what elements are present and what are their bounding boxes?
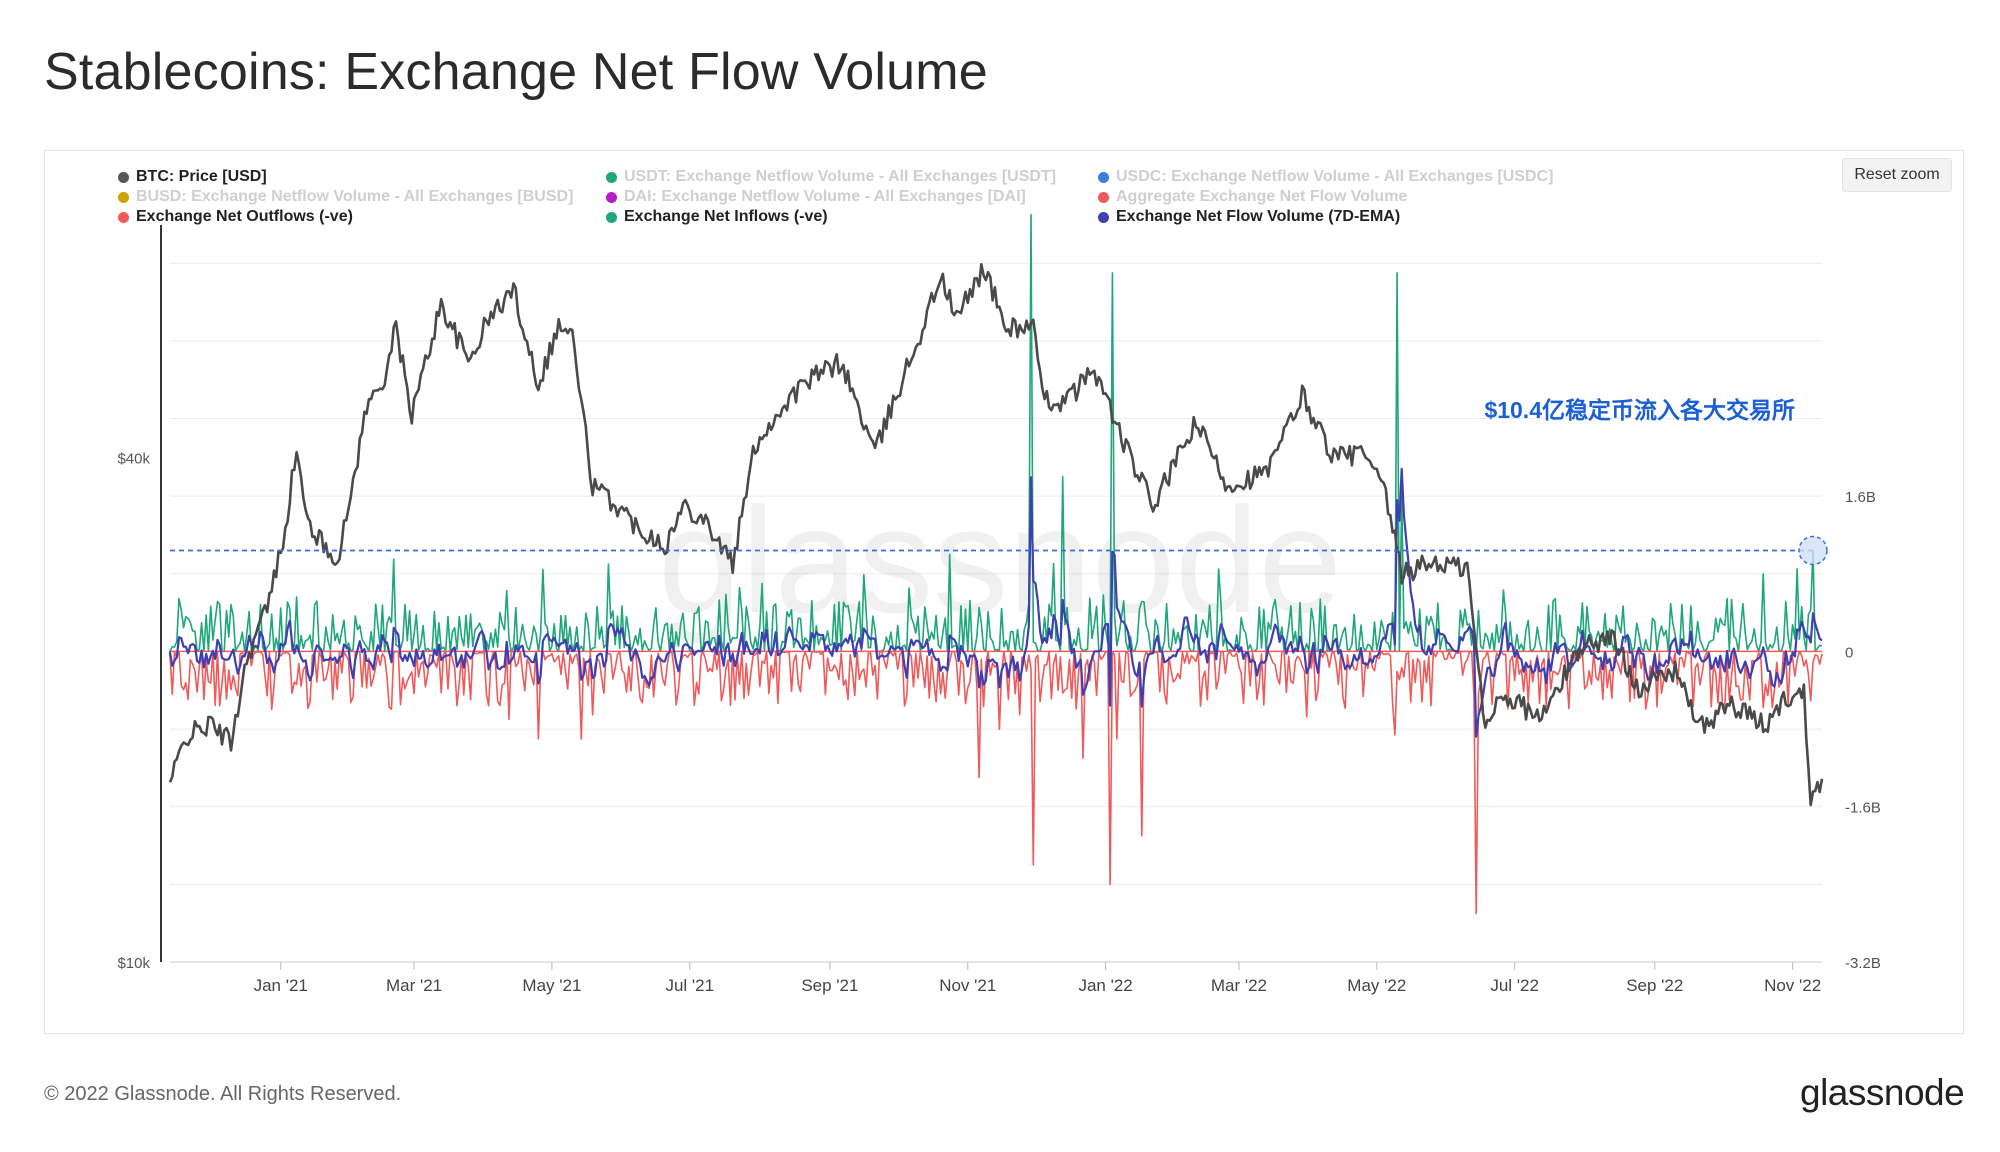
y-left-tick-label: $10k: [117, 955, 150, 972]
legend-item-net-outflows[interactable]: Exchange Net Outflows (-ve): [118, 208, 353, 226]
x-tick-label: May '22: [1347, 976, 1406, 995]
page-title: Stablecoins: Exchange Net Flow Volume: [44, 43, 988, 101]
legend-dot: [1098, 171, 1109, 183]
btc-price-series: [168, 263, 1824, 807]
x-tick-label: Mar '22: [1211, 976, 1267, 995]
x-tick-label: Jan '21: [254, 976, 308, 995]
ema-line: [168, 467, 1823, 738]
net-inflows-line: [169, 213, 1823, 653]
legend-item-net-inflows[interactable]: Exchange Net Inflows (-ve): [606, 208, 828, 226]
chart-frame: [44, 150, 1964, 1034]
legend-item-usdt[interactable]: USDT: Exchange Netflow Volume - All Exch…: [606, 168, 1056, 186]
net-outflows-series: [169, 650, 1823, 915]
watermark: glassnode: [658, 476, 1342, 644]
x-tick-label: May '21: [522, 976, 581, 995]
legend-dot: [118, 211, 129, 223]
net-outflows-line: [169, 650, 1823, 915]
legend-label: Aggregate Exchange Net Flow Volume: [1116, 188, 1408, 205]
y-right-tick-label: -3.2B: [1845, 955, 1881, 972]
legend-label: BTC: Price [USD]: [136, 168, 267, 185]
x-tick-label: Nov '21: [939, 976, 996, 995]
legend-label: USDT: Exchange Netflow Volume - All Exch…: [624, 168, 1057, 185]
net-inflows-series: [169, 213, 1823, 653]
legend-item-btc-price[interactable]: BTC: Price [USD]: [118, 168, 267, 186]
legend-label: USDC: Exchange Netflow Volume - All Exch…: [1116, 168, 1554, 185]
legend-label: Exchange Net Flow Volume (7D-EMA): [1116, 208, 1401, 225]
annotation-layer: $10.4亿稳定币流入各大交易所: [170, 397, 1828, 566]
legend-label: DAI: Exchange Netflow Volume - All Excha…: [624, 188, 1026, 205]
legend-dot: [118, 191, 129, 203]
reset-zoom-button[interactable]: Reset zoom: [1842, 158, 1952, 192]
legend-item-aggregate[interactable]: Aggregate Exchange Net Flow Volume: [1098, 188, 1407, 206]
legend-dot: [606, 171, 617, 183]
y-right-tick-label: -1.6B: [1845, 800, 1881, 817]
legend-label: Exchange Net Outflows (-ve): [136, 208, 353, 225]
glassnode-logo: glassnode: [1800, 1072, 1965, 1113]
x-tick-label: Sep '22: [1626, 976, 1683, 995]
x-tick-label: Jan '22: [1078, 976, 1132, 995]
ema-series: [168, 467, 1823, 738]
y-right-tick-label: 1.6B: [1845, 489, 1876, 506]
annotation-highlight-circle: [1798, 535, 1828, 566]
legend-dot: [118, 171, 129, 183]
x-tick-label: Nov '22: [1764, 976, 1821, 995]
x-tick-label: Sep '21: [801, 976, 858, 995]
footer-copyright: © 2022 Glassnode. All Rights Reserved.: [44, 1083, 402, 1105]
x-tick-label: Jul '21: [665, 976, 714, 995]
y-right-tick-label: 0: [1845, 644, 1853, 661]
legend-dot: [606, 211, 617, 223]
legend-item-dai[interactable]: DAI: Exchange Netflow Volume - All Excha…: [606, 188, 1026, 206]
legend-label: BUSD: Exchange Netflow Volume - All Exch…: [136, 188, 574, 205]
legend-item-ema[interactable]: Exchange Net Flow Volume (7D-EMA): [1098, 208, 1400, 226]
x-tick-label: Mar '21: [386, 976, 442, 995]
btc-price-line: [168, 263, 1824, 807]
legend-label: Exchange Net Inflows (-ve): [624, 208, 828, 225]
legend-dot: [1098, 191, 1109, 203]
legend-dot: [1098, 211, 1109, 223]
legend-dot: [606, 191, 617, 203]
x-tick-label: Jul '22: [1490, 976, 1539, 995]
axes: Jan '21 Mar '21 May '21 Jul '21 Sep '21 Nov '…: [117, 225, 1881, 995]
y-left-tick-label: $40k: [117, 450, 150, 467]
legend-item-busd[interactable]: BUSD: Exchange Netflow Volume - All Exch…: [118, 188, 573, 206]
legend-item-usdc[interactable]: USDC: Exchange Netflow Volume - All Exch…: [1098, 168, 1553, 186]
annotation-label: $10.4亿稳定币流入各大交易所: [1484, 397, 1795, 423]
